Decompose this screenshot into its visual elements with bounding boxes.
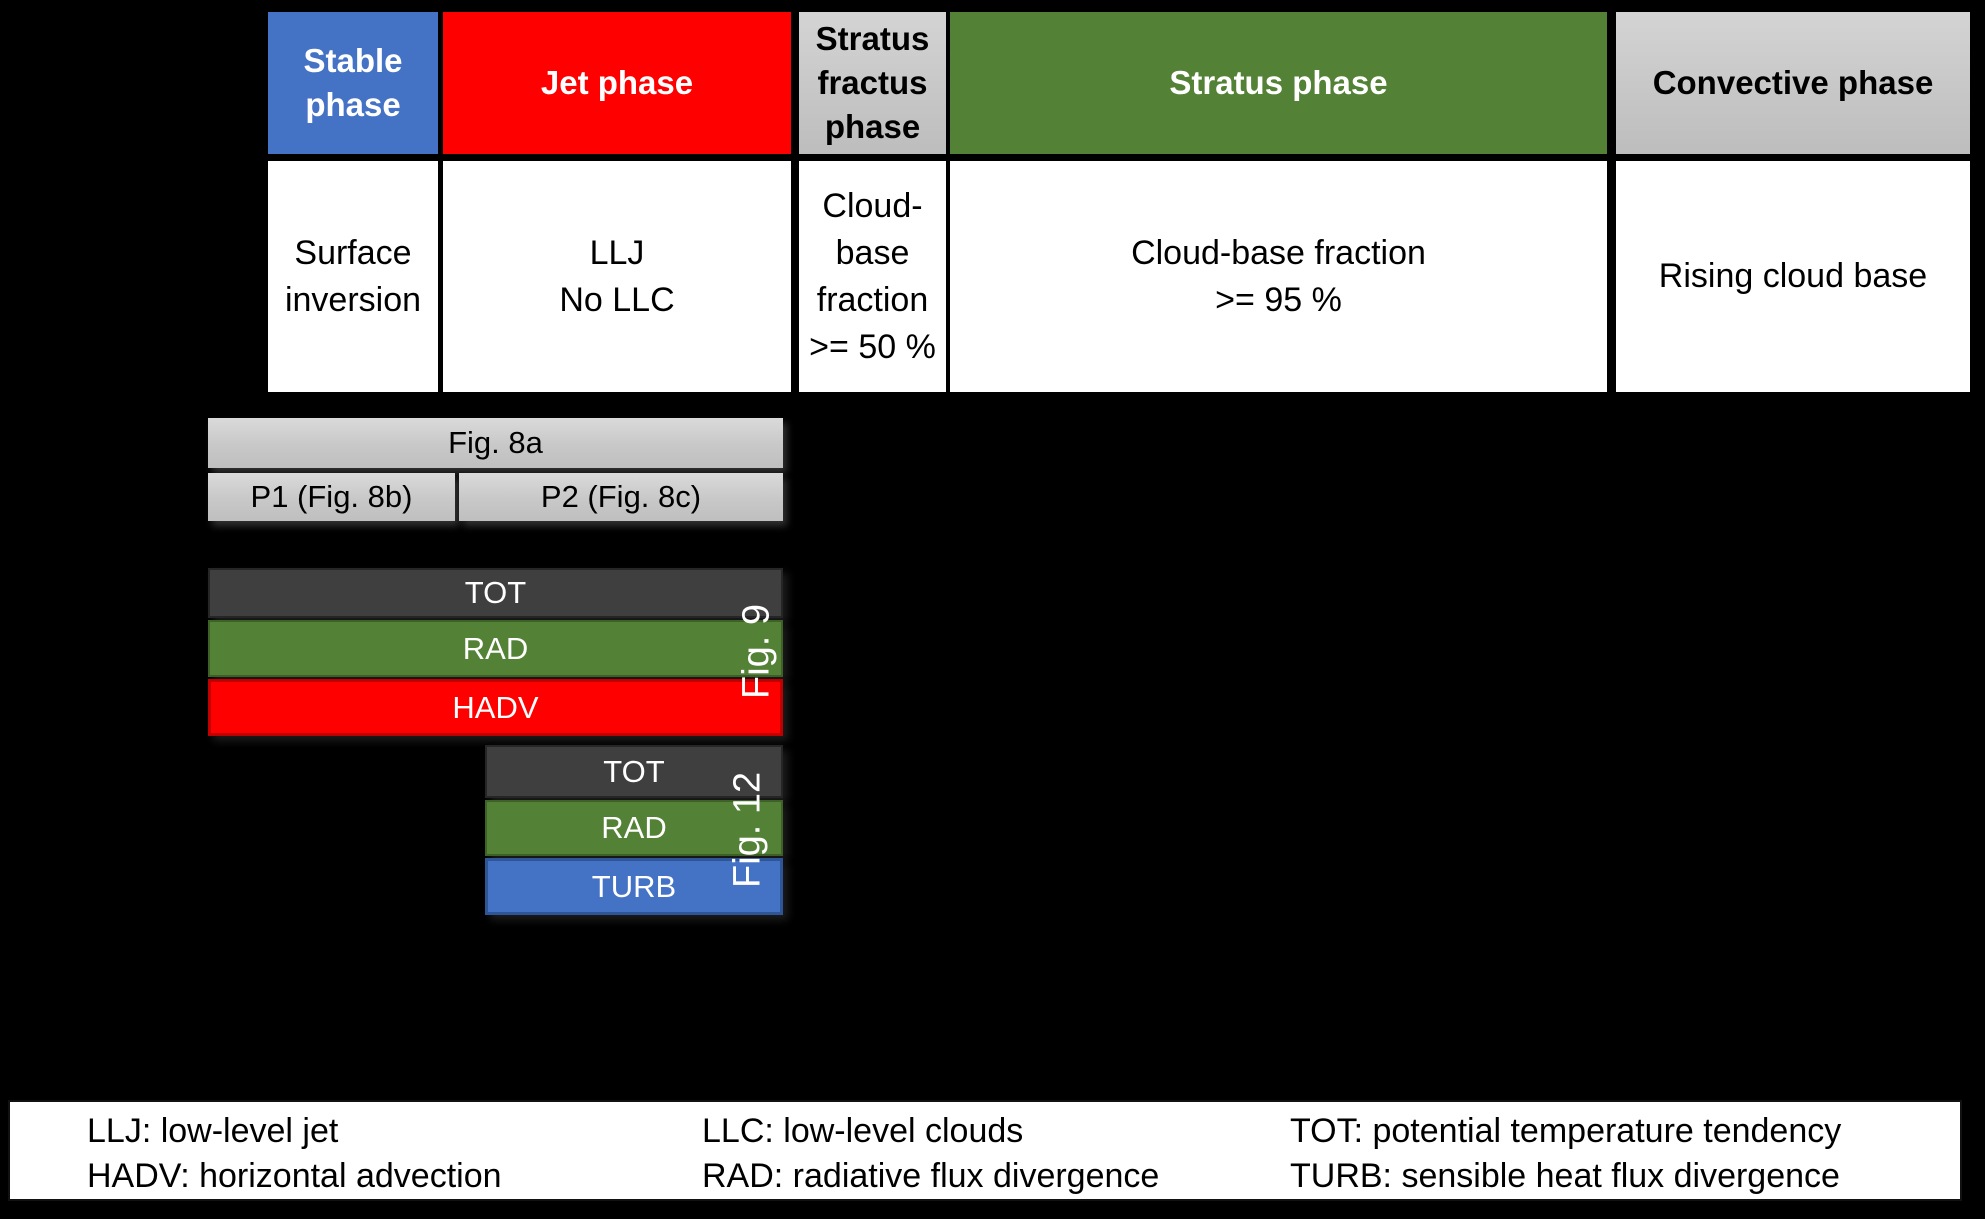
fig9-caption: Fig. 9 bbox=[735, 603, 778, 699]
legend-entry-llc: LLC: low-level clouds bbox=[702, 1112, 1024, 1150]
criteria-cell-jet: LLJ No LLC bbox=[443, 161, 791, 392]
legend-column-1: LLJ: low-level jet HADV: horizontal adve… bbox=[87, 1109, 502, 1199]
fig9-rad-bar: RAD bbox=[208, 620, 783, 677]
fig12-tot-bar: TOT bbox=[485, 745, 783, 798]
legend-entry-tot: TOT: potential temperature tendency bbox=[1290, 1112, 1842, 1150]
phase-header-stratus-fractus: Stratus fractus phase bbox=[799, 12, 946, 154]
phase-header-jet: Jet phase bbox=[443, 12, 791, 154]
abbreviation-legend-box: LLJ: low-level jet HADV: horizontal adve… bbox=[8, 1100, 1962, 1201]
fig8a-period-bar: Fig. 8a bbox=[208, 418, 783, 468]
legend-entry-rad: RAD: radiative flux divergence bbox=[702, 1157, 1160, 1195]
criteria-cell-stratus-fractus: Cloud- base fraction >= 50 % bbox=[799, 161, 946, 392]
fig12-rad-bar: RAD bbox=[485, 800, 783, 856]
fig9-hadv-bar: HADV bbox=[208, 679, 783, 736]
legend-column-2: LLC: low-level clouds RAD: radiative flu… bbox=[702, 1109, 1159, 1199]
legend-column-3: TOT: potential temperature tendency TURB… bbox=[1290, 1109, 1841, 1199]
fig12-turb-bar: TURB bbox=[485, 858, 783, 915]
fig12-caption: Fig. 12 bbox=[726, 771, 769, 889]
criteria-cell-convective: Rising cloud base bbox=[1616, 161, 1970, 392]
fig9-tot-bar: TOT bbox=[208, 568, 783, 618]
phase-header-stable: Stable phase bbox=[268, 12, 438, 154]
criteria-cell-stratus: Cloud-base fraction >= 95 % bbox=[950, 161, 1607, 392]
phase-header-convective: Convective phase bbox=[1616, 12, 1970, 154]
fig8c-p2-period-bar: P2 (Fig. 8c) bbox=[459, 473, 783, 521]
fig8b-p1-period-bar: P1 (Fig. 8b) bbox=[208, 473, 455, 521]
legend-entry-turb: TURB: sensible heat flux divergence bbox=[1290, 1157, 1840, 1195]
criteria-cell-stable: Surface inversion bbox=[268, 161, 438, 392]
phase-header-stratus: Stratus phase bbox=[950, 12, 1607, 154]
legend-entry-llj: LLJ: low-level jet bbox=[87, 1112, 339, 1150]
legend-entry-hadv: HADV: horizontal advection bbox=[87, 1157, 502, 1195]
